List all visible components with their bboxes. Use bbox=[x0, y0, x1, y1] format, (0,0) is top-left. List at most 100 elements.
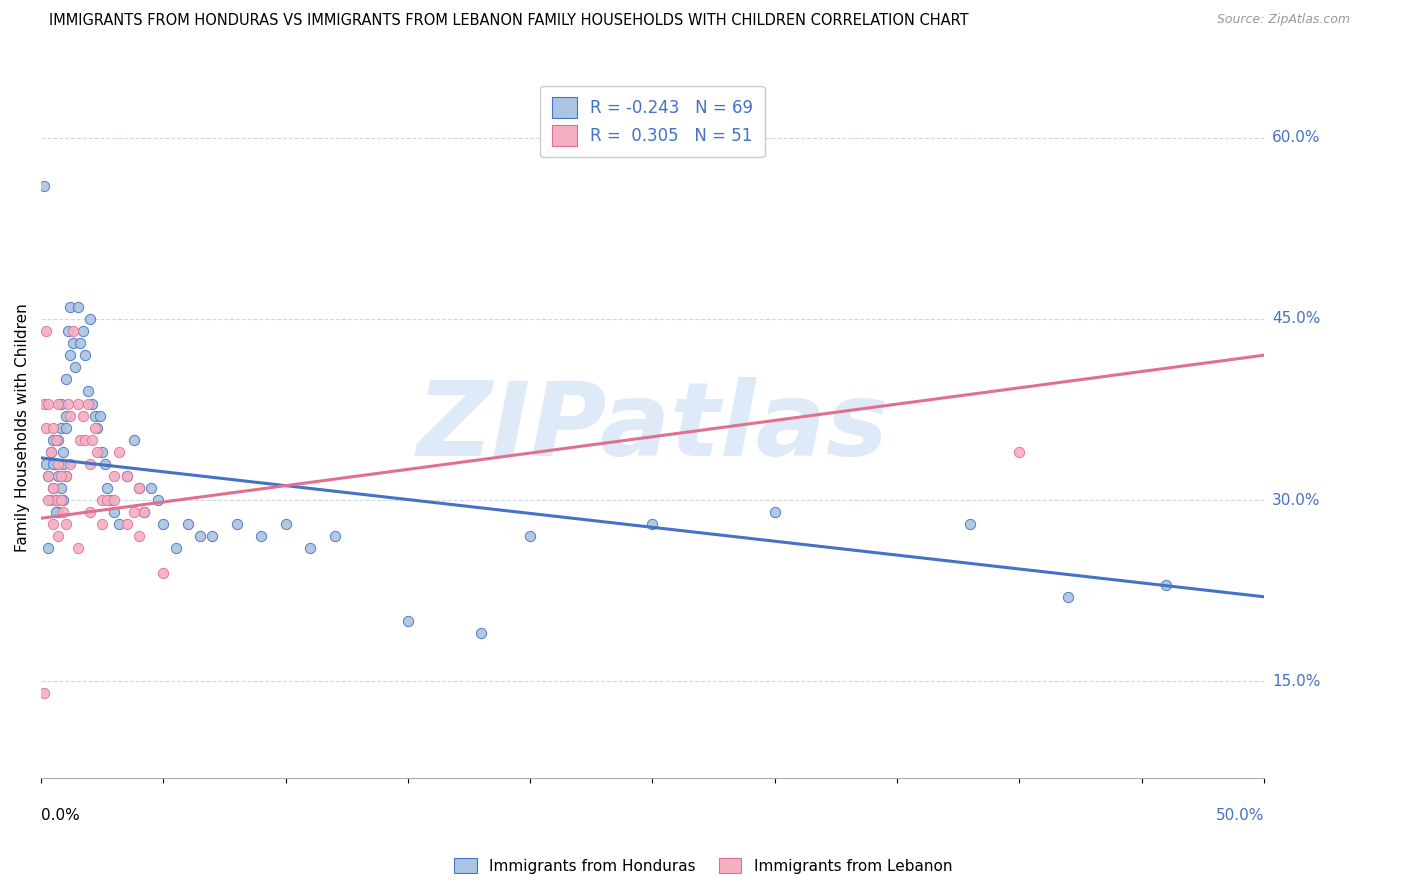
Point bbox=[79, 505, 101, 519]
Point bbox=[52, 505, 75, 519]
Point bbox=[56, 396, 79, 410]
Point bbox=[225, 517, 247, 532]
Point bbox=[42, 420, 65, 434]
Point bbox=[66, 300, 89, 314]
Point bbox=[46, 433, 69, 447]
Point bbox=[69, 433, 91, 447]
Point bbox=[55, 409, 77, 423]
Point bbox=[82, 433, 104, 447]
Point bbox=[56, 324, 79, 338]
Point bbox=[177, 517, 200, 532]
Point bbox=[122, 433, 145, 447]
Point bbox=[91, 445, 114, 459]
Legend: R = -0.243   N = 69, R =  0.305   N = 51: R = -0.243 N = 69, R = 0.305 N = 51 bbox=[540, 86, 765, 157]
Point bbox=[188, 529, 211, 543]
Point bbox=[519, 529, 541, 543]
Point bbox=[39, 445, 62, 459]
Point bbox=[52, 445, 75, 459]
Point bbox=[89, 409, 111, 423]
Point bbox=[79, 457, 101, 471]
Point bbox=[45, 493, 67, 508]
Point bbox=[250, 529, 273, 543]
Point bbox=[96, 481, 118, 495]
Point bbox=[72, 409, 94, 423]
Point bbox=[37, 493, 59, 508]
Point bbox=[103, 469, 125, 483]
Text: 60.0%: 60.0% bbox=[1272, 130, 1320, 145]
Point bbox=[49, 396, 72, 410]
Point bbox=[66, 541, 89, 556]
Point bbox=[72, 324, 94, 338]
Point bbox=[91, 493, 114, 508]
Point bbox=[55, 469, 77, 483]
Point bbox=[59, 300, 82, 314]
Text: 45.0%: 45.0% bbox=[1272, 311, 1320, 326]
Point bbox=[46, 396, 69, 410]
Point bbox=[52, 457, 75, 471]
Point bbox=[45, 505, 67, 519]
Point bbox=[132, 505, 155, 519]
Point bbox=[55, 420, 77, 434]
Point bbox=[37, 396, 59, 410]
Point bbox=[82, 396, 104, 410]
Point bbox=[35, 457, 58, 471]
Point bbox=[98, 493, 121, 508]
Point bbox=[49, 493, 72, 508]
Point bbox=[45, 493, 67, 508]
Point bbox=[39, 493, 62, 508]
Text: 0.0%: 0.0% bbox=[41, 808, 80, 823]
Point bbox=[32, 396, 55, 410]
Point bbox=[86, 445, 108, 459]
Point bbox=[323, 529, 346, 543]
Point bbox=[396, 614, 419, 628]
Point bbox=[76, 396, 98, 410]
Point bbox=[1008, 445, 1031, 459]
Point bbox=[959, 517, 981, 532]
Point bbox=[69, 336, 91, 351]
Point bbox=[42, 457, 65, 471]
Point bbox=[93, 457, 115, 471]
Point bbox=[46, 529, 69, 543]
Point bbox=[32, 686, 55, 700]
Point bbox=[49, 469, 72, 483]
Point bbox=[62, 324, 84, 338]
Point bbox=[42, 433, 65, 447]
Point bbox=[39, 445, 62, 459]
Point bbox=[45, 433, 67, 447]
Point bbox=[55, 469, 77, 483]
Point bbox=[128, 529, 150, 543]
Point bbox=[152, 517, 174, 532]
Point bbox=[128, 481, 150, 495]
Point bbox=[49, 481, 72, 495]
Point bbox=[42, 481, 65, 495]
Point bbox=[132, 505, 155, 519]
Point bbox=[45, 457, 67, 471]
Point bbox=[46, 505, 69, 519]
Point bbox=[46, 469, 69, 483]
Point bbox=[96, 493, 118, 508]
Point bbox=[91, 517, 114, 532]
Point bbox=[1154, 577, 1177, 591]
Point bbox=[37, 469, 59, 483]
Point bbox=[141, 481, 163, 495]
Point bbox=[59, 409, 82, 423]
Legend: Immigrants from Honduras, Immigrants from Lebanon: Immigrants from Honduras, Immigrants fro… bbox=[447, 852, 959, 880]
Point bbox=[641, 517, 664, 532]
Point bbox=[46, 457, 69, 471]
Point bbox=[201, 529, 224, 543]
Point bbox=[65, 360, 87, 375]
Point bbox=[86, 420, 108, 434]
Text: 15.0%: 15.0% bbox=[1272, 673, 1320, 689]
Point bbox=[103, 493, 125, 508]
Point bbox=[76, 384, 98, 399]
Point bbox=[42, 517, 65, 532]
Text: 50.0%: 50.0% bbox=[1216, 808, 1264, 823]
Point bbox=[55, 372, 77, 386]
Point bbox=[470, 626, 492, 640]
Point bbox=[52, 493, 75, 508]
Point bbox=[62, 336, 84, 351]
Point bbox=[49, 420, 72, 434]
Point bbox=[108, 517, 131, 532]
Point bbox=[165, 541, 187, 556]
Point bbox=[55, 517, 77, 532]
